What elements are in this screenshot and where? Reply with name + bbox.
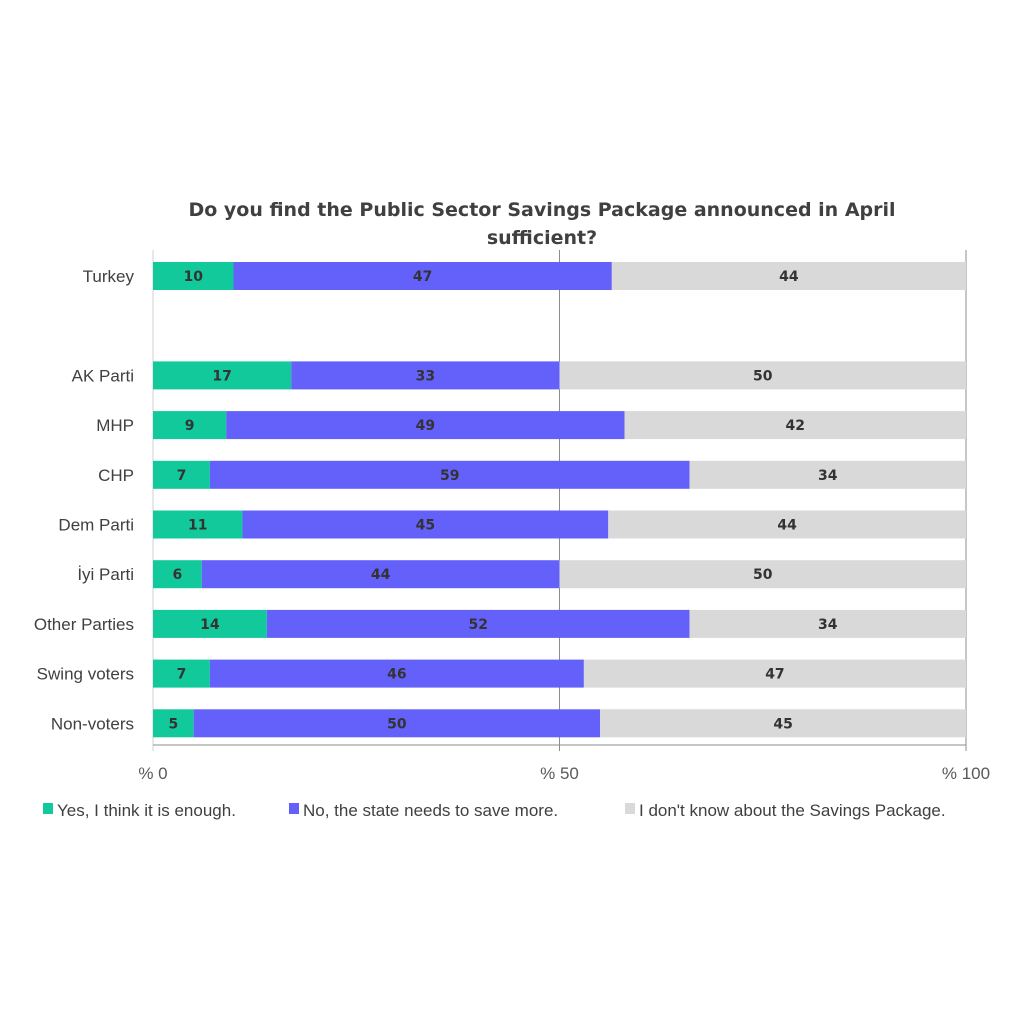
x-tick-label: % 0 <box>138 764 167 783</box>
legend-label: I don't know about the Savings Package. <box>639 801 946 820</box>
bar-segment <box>153 560 202 589</box>
bar-segment <box>153 460 210 489</box>
bar-segment <box>266 609 690 638</box>
data-label: 52 <box>468 617 487 633</box>
bar-segment <box>611 262 966 290</box>
chart-title-line-1: Do you find the Public Sector Savings Pa… <box>188 199 895 221</box>
bar-segment <box>201 560 560 589</box>
data-label: 5 <box>168 716 178 732</box>
data-label: 7 <box>177 667 187 683</box>
bar-segment <box>624 411 966 440</box>
data-label: 11 <box>188 518 207 534</box>
data-label: 50 <box>387 716 407 732</box>
chart-title-line-2: sufficient? <box>487 227 597 249</box>
category-label: MHP <box>96 416 134 435</box>
data-label: 44 <box>371 567 391 583</box>
category-label: Turkey <box>83 267 135 286</box>
legend-swatch <box>289 803 299 814</box>
data-label: 42 <box>786 418 805 434</box>
data-label: 10 <box>184 269 204 285</box>
data-label: 17 <box>212 368 231 384</box>
category-label: CHP <box>98 466 134 485</box>
bar-segment <box>193 709 601 738</box>
category-label: Other Parties <box>34 615 134 634</box>
data-label: 44 <box>779 269 799 285</box>
bar-segment <box>242 510 609 539</box>
bar-segment <box>291 361 560 390</box>
bar-segment <box>209 460 690 489</box>
data-label: 47 <box>765 667 784 683</box>
data-label: 47 <box>413 269 432 285</box>
data-label: 45 <box>773 716 792 732</box>
legend-label: No, the state needs to save more. <box>303 801 558 820</box>
bar-segment <box>153 709 194 738</box>
category-label: İyi Parti <box>77 565 134 584</box>
data-label: 50 <box>753 368 773 384</box>
category-label: Dem Parti <box>58 516 134 535</box>
bar-segment <box>153 411 227 440</box>
legend-swatch <box>625 803 635 814</box>
data-label: 9 <box>185 418 195 434</box>
legend-swatch <box>43 803 53 814</box>
bar-segment <box>689 460 966 489</box>
data-label: 7 <box>177 468 187 484</box>
bar-segment <box>209 659 584 688</box>
bar-segment <box>226 411 625 440</box>
legend-label: Yes, I think it is enough. <box>57 801 236 820</box>
data-label: 50 <box>753 567 773 583</box>
data-label: 34 <box>818 468 838 484</box>
bar-segment <box>153 609 267 638</box>
bar-segment <box>559 361 966 390</box>
data-label: 59 <box>440 468 459 484</box>
x-tick-label: % 50 <box>540 764 579 783</box>
bar-segment <box>600 709 966 738</box>
data-label: 33 <box>416 368 435 384</box>
category-label: AK Parti <box>72 366 134 385</box>
data-label: 46 <box>387 667 406 683</box>
data-label: 34 <box>818 617 838 633</box>
data-label: 6 <box>173 567 183 583</box>
category-label: Non-voters <box>51 714 134 733</box>
data-label: 45 <box>416 518 435 534</box>
bar-segment <box>583 659 966 688</box>
bar-segment <box>689 609 966 638</box>
bar-segment <box>153 659 210 688</box>
data-label: 49 <box>416 418 435 434</box>
bar-segment <box>608 510 966 539</box>
bar-segment <box>153 262 234 290</box>
bar-segment <box>559 560 966 589</box>
data-label: 14 <box>200 617 220 633</box>
category-label: Swing voters <box>37 665 134 684</box>
bar-segment <box>233 262 612 290</box>
bar-segment <box>153 510 243 539</box>
data-label: 44 <box>777 518 797 534</box>
x-tick-label: % 100 <box>942 764 990 783</box>
bar-segment <box>153 361 292 390</box>
